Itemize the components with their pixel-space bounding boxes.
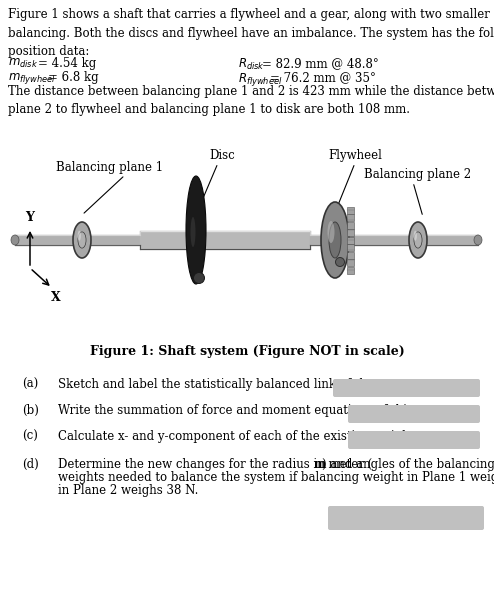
Text: Y: Y [26, 211, 35, 224]
Ellipse shape [73, 222, 91, 258]
Text: = 76.2 mm @ 35°: = 76.2 mm @ 35° [270, 71, 376, 84]
FancyBboxPatch shape [328, 506, 484, 530]
Text: The distance between balancing plane 1 and 2 is 423 mm while the distance betwee: The distance between balancing plane 1 a… [8, 85, 494, 117]
Text: Sketch and label the statistically balanced link of the system.: Sketch and label the statistically balan… [58, 378, 423, 391]
Bar [347, 251, 354, 258]
Bar [347, 214, 354, 221]
Text: (d): (d) [22, 458, 39, 471]
Text: Determine the new changes for the radius in meter (: Determine the new changes for the radius… [58, 458, 372, 471]
Ellipse shape [335, 257, 344, 266]
Ellipse shape [194, 272, 205, 284]
Ellipse shape [11, 235, 19, 245]
Text: Disc: Disc [209, 149, 235, 162]
Text: ) and angles of the balancing: ) and angles of the balancing [322, 458, 494, 471]
Bar [347, 259, 354, 266]
Text: Flywheel: Flywheel [328, 149, 382, 162]
FancyBboxPatch shape [348, 431, 480, 449]
Bar [347, 222, 354, 228]
Text: Calculate x- and y-component of each of the existing weights.: Calculate x- and y-component of each of … [58, 430, 424, 443]
Ellipse shape [191, 217, 196, 247]
Ellipse shape [186, 176, 206, 284]
Ellipse shape [78, 231, 81, 241]
FancyBboxPatch shape [333, 379, 480, 397]
Text: Figure 1: Shaft system (Figure NOT in scale): Figure 1: Shaft system (Figure NOT in sc… [89, 345, 405, 358]
Text: $R_{disk}$: $R_{disk}$ [238, 57, 265, 72]
Ellipse shape [474, 235, 482, 245]
Text: Balancing plane 1: Balancing plane 1 [56, 161, 164, 174]
Bar [347, 237, 354, 243]
Ellipse shape [329, 222, 341, 258]
Text: = 82.9 mm @ 48.8°: = 82.9 mm @ 48.8° [262, 57, 379, 70]
Text: Balancing plane 2: Balancing plane 2 [365, 168, 472, 181]
Ellipse shape [328, 221, 334, 243]
Text: (b): (b) [22, 404, 39, 417]
Text: $m_{disk}$: $m_{disk}$ [8, 57, 38, 70]
Text: = 4.54 kg: = 4.54 kg [38, 57, 96, 70]
Text: $R_{flywheel}$: $R_{flywheel}$ [238, 71, 283, 88]
Text: m: m [314, 458, 327, 471]
Text: X: X [51, 291, 61, 304]
Bar [347, 207, 354, 213]
Text: (a): (a) [22, 378, 38, 391]
Ellipse shape [78, 232, 86, 248]
FancyBboxPatch shape [348, 405, 480, 423]
Text: (c): (c) [22, 430, 38, 443]
Text: weights needed to balance the system if balancing weight in Plane 1 weighs 25 N : weights needed to balance the system if … [58, 471, 494, 484]
Ellipse shape [321, 202, 349, 278]
Bar [347, 229, 354, 236]
Ellipse shape [414, 232, 422, 248]
Text: in Plane 2 weighs 38 N.: in Plane 2 weighs 38 N. [58, 484, 199, 497]
Ellipse shape [413, 231, 417, 241]
Text: = 6.8 kg: = 6.8 kg [48, 71, 99, 84]
Bar [347, 244, 354, 251]
Ellipse shape [409, 222, 427, 258]
Text: Figure 1 shows a shaft that carries a flywheel and a gear, along with two smalle: Figure 1 shows a shaft that carries a fl… [8, 8, 494, 58]
Bar [347, 266, 354, 273]
Text: Write the summation of force and moment equations of this system.: Write the summation of force and moment … [58, 404, 462, 417]
Text: $m_{flywheel}$: $m_{flywheel}$ [8, 71, 56, 86]
